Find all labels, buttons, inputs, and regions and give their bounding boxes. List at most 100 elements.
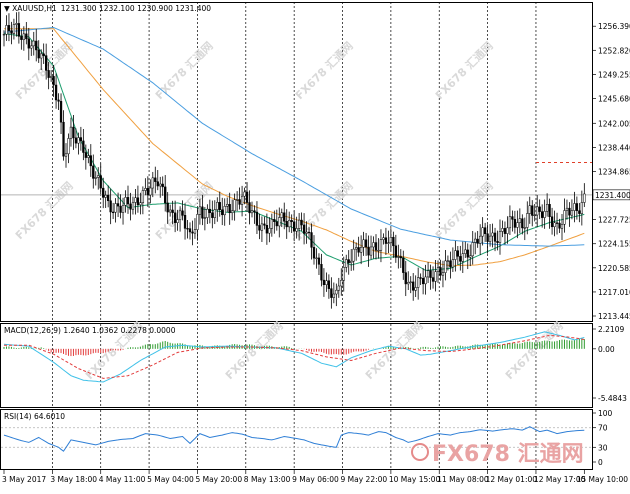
candle-body <box>555 222 559 224</box>
candle-body <box>102 187 105 198</box>
time-tick-label: 5 May 04:00 <box>147 475 194 484</box>
candle-body <box>414 287 417 291</box>
candle-body <box>238 199 241 205</box>
candle-body <box>196 214 199 230</box>
candle-body <box>285 221 288 228</box>
candle-body <box>161 183 164 188</box>
price-panel-frame <box>0 2 593 322</box>
candle-body <box>407 282 410 285</box>
macd-panel: MACD(12,26,9) 1.2640 1.0362 0.2278 0.000… <box>3 326 585 383</box>
candle-body <box>541 211 544 218</box>
candle-body <box>357 247 360 253</box>
candle-body <box>67 138 70 155</box>
candle-body <box>384 237 388 244</box>
candle-body <box>32 40 35 47</box>
candle-body <box>273 219 276 223</box>
candle-body <box>218 202 221 210</box>
candle-body <box>139 202 142 206</box>
candle-body <box>54 84 58 101</box>
candle-body <box>260 223 264 231</box>
time-tick-label: 3 May 2017 <box>2 475 46 484</box>
watermark-logo-text: FX678 汇通网 <box>432 442 584 467</box>
candle-body <box>5 25 8 35</box>
candle-body <box>17 23 21 37</box>
candle-body <box>372 242 375 248</box>
candle-body <box>42 53 45 56</box>
candle-body <box>10 30 13 34</box>
candle-body <box>434 271 437 282</box>
candle-body <box>548 204 551 218</box>
macd-signal-line <box>4 334 585 379</box>
candle-body <box>228 204 231 214</box>
candle-body <box>47 70 50 78</box>
candle-body <box>501 228 504 232</box>
candle-body <box>474 238 477 243</box>
candle-body <box>402 257 405 273</box>
candle-body <box>109 200 112 213</box>
macd-tick-label: 0.00 <box>598 345 615 354</box>
candle-body <box>107 194 110 202</box>
candle-body <box>417 277 420 288</box>
candle-body <box>550 216 554 228</box>
candle-body <box>297 219 301 229</box>
macd-header: MACD(12,26,9) 1.2640 1.0362 0.2278 0.000… <box>4 326 176 335</box>
candle-body <box>116 203 120 207</box>
candle-body <box>265 225 269 234</box>
candle-body <box>421 278 425 285</box>
candle-body <box>129 203 132 210</box>
rsi-tick-label: 70 <box>598 424 608 433</box>
candle-body <box>171 209 174 214</box>
price-tick-label: 1256.390 <box>598 22 630 31</box>
candle-body <box>114 203 117 213</box>
candle-body <box>159 183 162 187</box>
price-tick-label: 1234.865 <box>598 167 630 176</box>
candle-body <box>446 260 450 262</box>
candle-body <box>377 249 380 252</box>
candle-body <box>263 223 266 226</box>
vertical-gridlines <box>52 2 537 469</box>
candle-body <box>503 228 507 234</box>
candle-body <box>7 25 11 31</box>
rsi-tick-label: 0 <box>598 458 603 467</box>
candle-body <box>275 221 278 227</box>
candle-body <box>352 248 355 262</box>
candle-body <box>469 255 472 258</box>
candle-body <box>382 237 385 240</box>
candle-body <box>312 247 316 259</box>
rsi-tick-label: 100 <box>598 409 613 418</box>
price-tick-label: 1227.725 <box>598 216 630 225</box>
candle-body <box>369 246 373 256</box>
candle-body <box>131 202 135 210</box>
price-tick-label: 1224.155 <box>598 240 630 249</box>
rsi-axis: 100 70 30 0 <box>592 409 613 467</box>
candle-body <box>340 279 343 287</box>
candle-body <box>248 202 251 214</box>
candle-body <box>121 205 125 213</box>
candle-body <box>97 175 100 178</box>
candle-body <box>486 233 489 242</box>
candle-body <box>305 231 308 234</box>
candle-body <box>111 211 115 214</box>
candle-body <box>240 195 244 205</box>
candle-body <box>583 193 586 203</box>
candle-body <box>99 175 102 189</box>
price-tick-label: 1245.680 <box>598 94 630 103</box>
candle-body <box>578 210 581 214</box>
candle-body <box>149 187 152 196</box>
candle-body <box>573 203 576 211</box>
candle-body <box>295 228 298 232</box>
candle-body <box>389 236 393 243</box>
candle-body <box>466 249 469 258</box>
candle-body <box>293 221 296 232</box>
candle-body <box>124 197 127 206</box>
candle-body <box>538 206 541 212</box>
candle-body <box>89 155 92 167</box>
time-tick-label: 4 May 11:00 <box>99 475 146 484</box>
candle-body <box>496 241 499 243</box>
candle-body <box>208 208 211 214</box>
candle-body <box>518 218 521 223</box>
candle-body <box>302 224 306 234</box>
candle-body <box>223 206 226 216</box>
candle-body <box>126 197 130 205</box>
candle-body <box>216 202 219 210</box>
